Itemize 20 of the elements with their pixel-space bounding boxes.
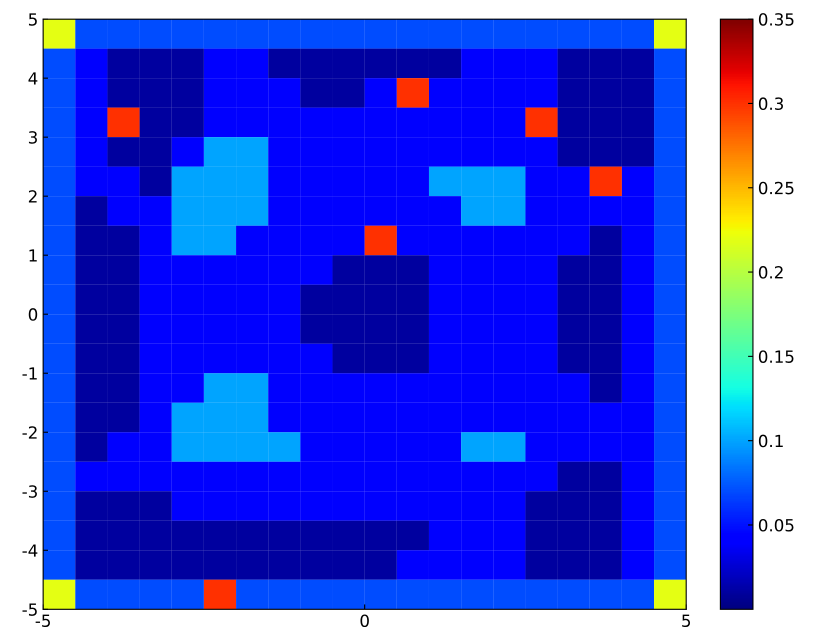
y-tick-label: 4	[28, 72, 38, 84]
y-tick-label: -3	[22, 485, 37, 498]
y-tick-label: 1	[30, 249, 37, 262]
y-tick-label: -1	[22, 367, 37, 380]
color-bar-label: 0.2	[758, 266, 783, 279]
y-tick-label: 2	[28, 190, 37, 203]
color-bar-label: 0.05	[758, 518, 794, 532]
color-bar-label: 0.35	[758, 13, 794, 26]
y-tick-label: -4	[22, 544, 38, 557]
color-bar-label: 0.15	[758, 350, 794, 363]
y-tick-label: 0	[28, 308, 38, 321]
y-tick-label: 3	[28, 131, 37, 144]
y-tick-label: 5	[28, 13, 37, 26]
color-bar-label: 0.25	[758, 182, 794, 194]
x-tick-label: 5	[682, 614, 690, 628]
x-tick-label: 0	[360, 614, 369, 628]
y-tick-label: -5	[22, 603, 37, 616]
color-bar-label: 0.1	[758, 434, 783, 448]
y-tick-label: -2	[22, 426, 37, 439]
color-bar-label: 0.3	[758, 97, 783, 110]
